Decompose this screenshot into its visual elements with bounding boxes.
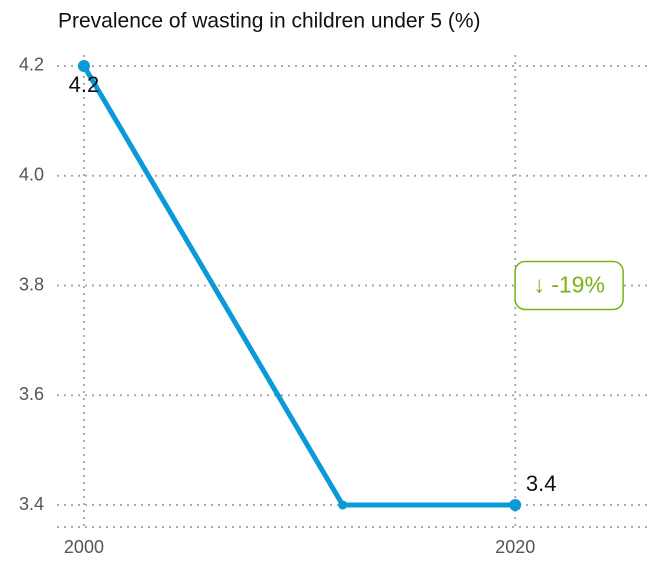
data-point bbox=[338, 500, 348, 510]
data-point bbox=[77, 59, 90, 72]
y-tick-label: 4.0 bbox=[19, 164, 44, 184]
annotation-box bbox=[514, 260, 624, 311]
y-tick-label: 4.2 bbox=[19, 55, 44, 75]
data-label: 4.2 bbox=[69, 72, 100, 97]
data-point bbox=[509, 499, 522, 512]
y-tick-label: 3.6 bbox=[19, 384, 44, 404]
y-tick-label: 3.8 bbox=[19, 274, 44, 294]
y-tick-label: 3.4 bbox=[19, 494, 44, 514]
x-tick-label: 2000 bbox=[64, 537, 104, 557]
x-tick-label: 2020 bbox=[495, 537, 535, 557]
annotation: ↓ -19% bbox=[533, 272, 605, 298]
data-label: 3.4 bbox=[526, 471, 557, 496]
chart-title: Prevalence of wasting in children under … bbox=[58, 10, 481, 33]
